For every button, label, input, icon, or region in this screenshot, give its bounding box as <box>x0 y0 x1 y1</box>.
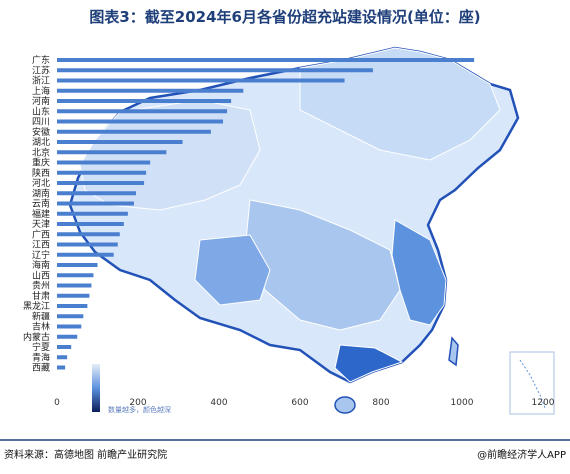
map-region-south <box>334 344 404 383</box>
x-tick-label: 800 <box>372 398 389 408</box>
south-china-sea-inset <box>509 351 555 415</box>
x-tick-label: 1000 <box>451 398 474 408</box>
x-tick-label: 0 <box>54 398 60 408</box>
x-tick-label: 400 <box>210 398 227 408</box>
map-region-north <box>299 47 501 161</box>
bar-四川 <box>57 119 224 124</box>
bar-天津 <box>57 222 124 226</box>
bar-青海 <box>57 355 68 360</box>
bar-浙江 <box>57 78 345 83</box>
category-label: 浙江 <box>32 75 50 87</box>
category-label: 山东 <box>32 105 50 117</box>
legend-text: 数量越多，颜色越深 <box>108 405 171 414</box>
bar-黑龙江 <box>57 304 88 308</box>
x-tick-label: 200 <box>129 398 146 408</box>
chart-title: 图表3：截至2024年6月各省份超充站建设情况(单位：座) <box>89 8 480 26</box>
category-label: 广西 <box>32 228 50 240</box>
category-label: 湖北 <box>32 137 50 148</box>
bar-湖南 <box>57 191 136 196</box>
bar-河北 <box>57 181 145 185</box>
x-tick-label: 600 <box>291 398 308 408</box>
category-label: 陕西 <box>32 167 50 179</box>
category-label: 西藏 <box>32 362 50 374</box>
bar-广东 <box>57 58 475 62</box>
category-label: 黑龙江 <box>23 300 50 312</box>
category-labels: 广东江苏浙江上海河南山东四川安徽湖北北京重庆陕西河北湖南云南福建天津广西江西辽宁… <box>23 54 50 374</box>
bar-福建 <box>57 211 128 216</box>
category-label: 广东 <box>32 54 50 66</box>
bar-江西 <box>57 242 118 247</box>
category-label: 四川 <box>32 118 50 128</box>
legend-gradient <box>92 364 100 412</box>
bar-吉林 <box>57 324 82 329</box>
category-label: 江苏 <box>32 64 50 76</box>
category-label: 甘肃 <box>32 290 50 302</box>
category-label: 北京 <box>32 146 50 158</box>
bar-安徽 <box>57 129 211 134</box>
bar-陕西 <box>57 170 147 175</box>
bar-山西 <box>57 273 94 278</box>
bar-湖北 <box>57 140 183 144</box>
bar-宁夏 <box>57 345 72 349</box>
category-label: 天津 <box>32 219 50 230</box>
category-label: 新疆 <box>32 310 50 322</box>
x-axis-ticks: 0 200 400 600 800 1000 1200 <box>54 398 555 408</box>
category-label: 河南 <box>32 95 50 107</box>
footer-source: 资料来源：高德地图 前瞻产业研究院 <box>4 448 167 461</box>
bar-云南 <box>57 201 134 206</box>
bar-辽宁 <box>57 252 114 257</box>
category-label: 山西 <box>32 270 50 281</box>
bar-海南 <box>57 263 98 267</box>
bar-贵州 <box>57 283 92 288</box>
category-label: 青海 <box>32 351 50 363</box>
bar-西藏 <box>57 365 66 370</box>
category-label: 上海 <box>32 85 50 97</box>
category-label: 内蒙古 <box>23 331 50 343</box>
category-label: 云南 <box>32 198 50 210</box>
bar-江苏 <box>57 68 373 73</box>
bar-河南 <box>57 99 232 103</box>
bar-重庆 <box>57 160 151 165</box>
category-label: 吉林 <box>32 321 50 333</box>
category-label: 江西 <box>32 240 50 251</box>
category-label: 河北 <box>32 177 50 189</box>
map-region-sichuan <box>194 234 271 306</box>
map-island-taiwan <box>448 336 459 367</box>
bar-北京 <box>57 150 167 155</box>
category-label: 宁夏 <box>32 341 50 353</box>
footer-brand: @前瞻经济学人APP <box>477 448 566 461</box>
category-label: 辽宁 <box>32 249 50 261</box>
map-island-hainan <box>334 396 356 414</box>
category-label: 贵州 <box>32 280 50 292</box>
bar-series <box>57 58 475 370</box>
category-label: 安徽 <box>32 126 50 138</box>
bar-新疆 <box>57 314 84 319</box>
category-label: 海南 <box>32 259 50 271</box>
category-label: 福建 <box>32 208 50 220</box>
category-label: 湖南 <box>32 187 50 199</box>
inset-island-line <box>519 359 546 409</box>
bar-上海 <box>57 88 244 93</box>
bar-广西 <box>57 232 120 237</box>
x-tick-label: 1200 <box>532 398 555 408</box>
map-region-east <box>391 219 447 326</box>
bar-内蒙古 <box>57 334 78 339</box>
bar-山东 <box>57 109 228 114</box>
category-label: 重庆 <box>32 157 50 169</box>
bar-甘肃 <box>57 293 90 298</box>
